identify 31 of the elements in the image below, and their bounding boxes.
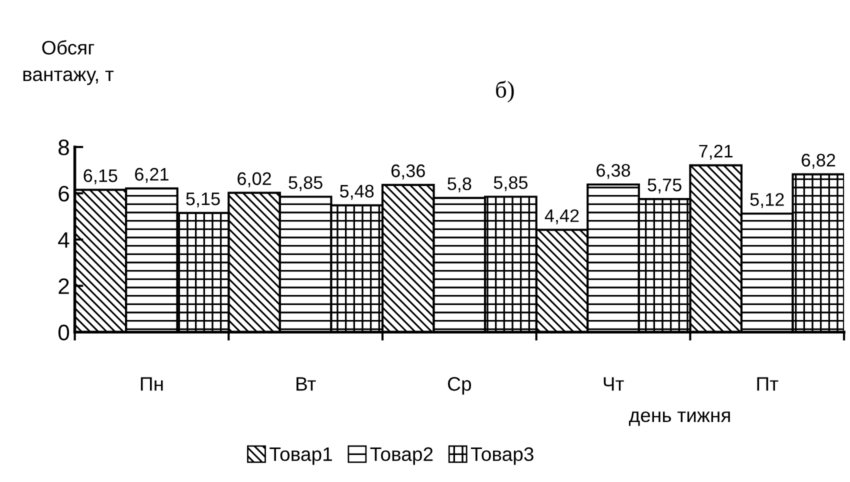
x-tick-label: Ср	[448, 377, 472, 395]
data-label: 6,82	[802, 154, 836, 169]
x-tick-label: Пт	[757, 377, 778, 391]
x-axis-title: день тижня	[628, 411, 730, 426]
x-tick-label: Вт	[296, 377, 316, 391]
y-tick-label: 8	[58, 140, 69, 156]
data-label: 5,48	[340, 184, 374, 200]
data-label: 6,15	[84, 169, 118, 184]
data-label: 7,21	[699, 144, 733, 160]
legend-label: Товар1	[270, 447, 332, 465]
y-tick-label: 2	[58, 278, 69, 294]
data-label: 5,8	[448, 177, 472, 192]
data-label: 6,02	[238, 172, 271, 188]
data-label: 5,75	[648, 178, 682, 194]
data-label: 6,38	[596, 164, 630, 179]
y-tick-label: 0	[58, 324, 70, 340]
data-label: 6,21	[135, 168, 168, 183]
data-label: 5,85	[288, 176, 322, 192]
x-tick-label: Чт	[604, 377, 624, 391]
data-label: 5,12	[750, 193, 784, 208]
legend-label: Товар3	[470, 447, 534, 465]
data-label: 6,36	[391, 164, 425, 180]
data-label: 5,85	[494, 176, 528, 192]
data-label: 5,15	[186, 192, 220, 208]
y-tick-label: 4	[58, 232, 70, 248]
y-tick-label: 6	[58, 186, 69, 202]
legend-label: Товар2	[370, 447, 433, 465]
y-axis-title: Обсяг вантажу, т	[23, 40, 114, 86]
chart-title: б)	[496, 80, 514, 103]
data-label: 4,42	[544, 209, 579, 224]
x-tick-label: Пн	[140, 377, 163, 391]
